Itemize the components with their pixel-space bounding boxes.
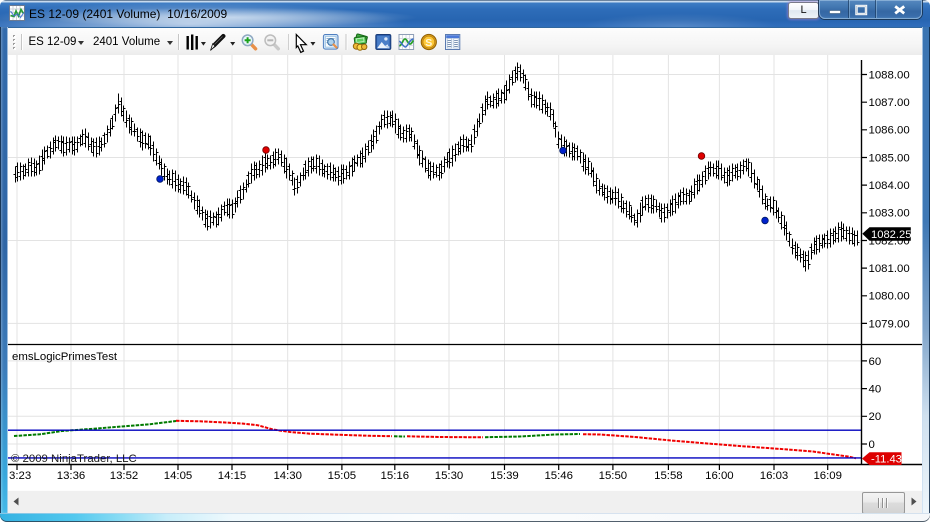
- svg-text:14:05: 14:05: [164, 470, 193, 482]
- svg-text:S: S: [425, 37, 432, 49]
- svg-text:16:09: 16:09: [813, 470, 842, 482]
- svg-text:20: 20: [869, 411, 882, 423]
- svg-text:60: 60: [869, 356, 882, 368]
- svg-text:16:00: 16:00: [705, 470, 734, 482]
- svg-text:13:36: 13:36: [57, 470, 86, 482]
- svg-text:1087.00: 1087.00: [869, 97, 910, 109]
- svg-text:emsLogicPrimesTest: emsLogicPrimesTest: [12, 351, 118, 363]
- svg-text:15:16: 15:16: [381, 470, 410, 482]
- svg-text:15:30: 15:30: [435, 470, 464, 482]
- svg-text:1081.00: 1081.00: [869, 263, 910, 275]
- svg-text:14:15: 14:15: [218, 470, 247, 482]
- svg-text:1079.00: 1079.00: [869, 318, 910, 330]
- svg-text:1082.25: 1082.25: [871, 229, 911, 241]
- svg-text:-11.43: -11.43: [871, 453, 902, 465]
- svg-text:1084.00: 1084.00: [869, 180, 910, 192]
- svg-text:1088.00: 1088.00: [869, 69, 910, 81]
- svg-text:© 2009 NinjaTrader, LLC: © 2009 NinjaTrader, LLC: [11, 453, 137, 465]
- svg-text:1080.00: 1080.00: [869, 291, 910, 303]
- svg-text:1086.00: 1086.00: [869, 125, 910, 137]
- svg-text:16:03: 16:03: [760, 470, 789, 482]
- svg-text:1085.00: 1085.00: [869, 152, 910, 164]
- svg-text:15:50: 15:50: [599, 470, 628, 482]
- svg-text:15:39: 15:39: [490, 470, 519, 482]
- svg-text:40: 40: [869, 384, 882, 396]
- svg-text:3:23: 3:23: [9, 470, 31, 482]
- svg-text:15:58: 15:58: [654, 470, 683, 482]
- svg-text:13:52: 13:52: [110, 470, 139, 482]
- svg-text:15:46: 15:46: [544, 470, 573, 482]
- svg-text:0: 0: [869, 439, 875, 451]
- svg-text:14:30: 14:30: [273, 470, 302, 482]
- svg-text:1083.00: 1083.00: [869, 208, 910, 220]
- svg-text:15:05: 15:05: [328, 470, 357, 482]
